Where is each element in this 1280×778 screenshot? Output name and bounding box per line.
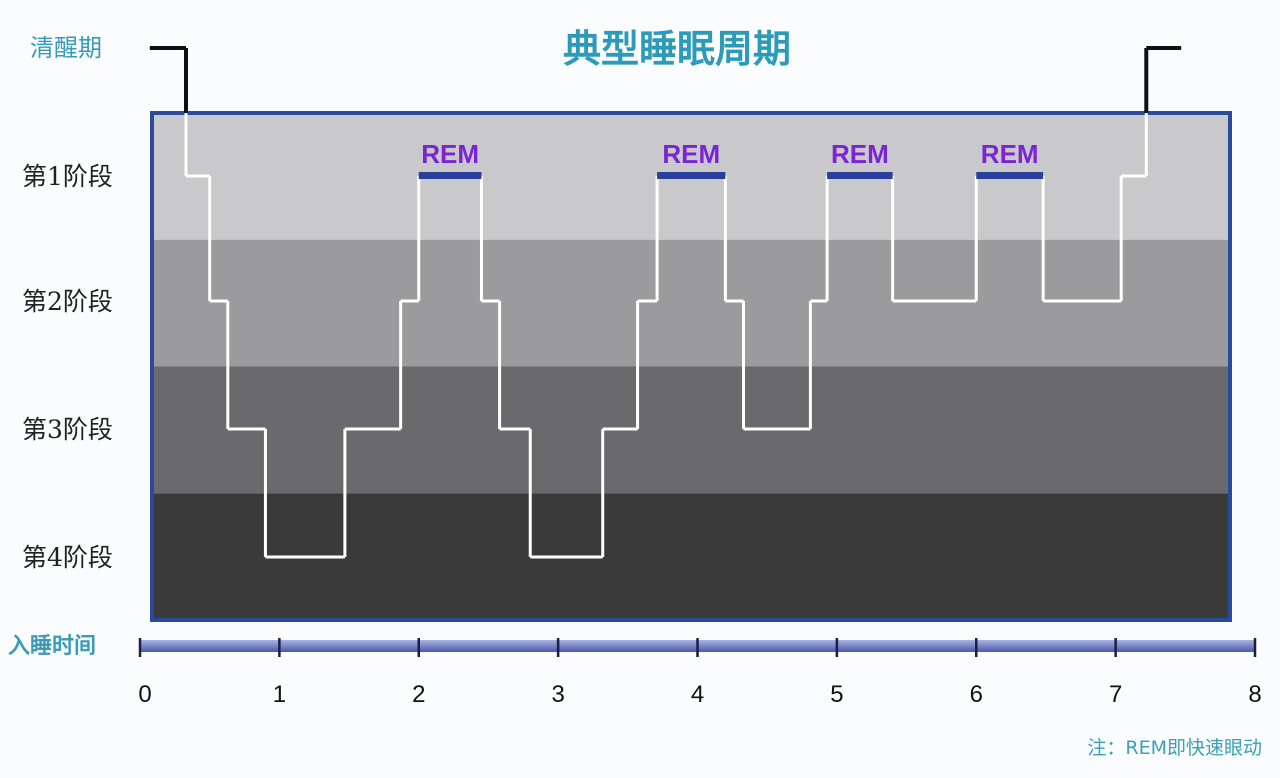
- x-tick-label: 1: [273, 681, 286, 708]
- y-label-stage-3: 第3阶段: [22, 415, 113, 444]
- chart-title: 典型睡眠周期: [563, 27, 791, 71]
- rem-label: REM: [421, 139, 479, 169]
- stage-bands: [150, 111, 1232, 622]
- x-tick-label: 4: [691, 681, 704, 708]
- x-tick-label: 8: [1248, 681, 1261, 708]
- rem-bar: [827, 172, 893, 179]
- stage-band-3: [152, 366, 1230, 494]
- footnote: 注：REM即快速眼动: [1087, 737, 1262, 759]
- x-tick-label: 3: [551, 681, 564, 708]
- rem-bar: [976, 172, 1044, 179]
- rem-label: REM: [981, 139, 1039, 169]
- y-label-stage-1: 第1阶段: [22, 162, 113, 191]
- rem-label: REM: [831, 139, 889, 169]
- x-tick-label: 7: [1109, 681, 1122, 708]
- x-tick-label: 0: [138, 681, 151, 708]
- y-label-wake: 清醒期: [30, 34, 102, 62]
- rem-bar: [418, 172, 482, 179]
- x-tick-label: 6: [970, 681, 983, 708]
- stage-band-2: [152, 239, 1230, 367]
- x-axis-title: 入睡时间: [8, 634, 96, 659]
- y-label-stage-2: 第2阶段: [22, 287, 113, 316]
- rem-label: REM: [662, 139, 720, 169]
- x-tick-label: 2: [412, 681, 425, 708]
- rem-markers: REM REM REM REM: [418, 139, 1044, 179]
- x-tick-label: 5: [830, 681, 843, 708]
- y-label-stage-4: 第4阶段: [22, 543, 113, 572]
- rem-bar: [657, 172, 726, 179]
- x-axis: 0 1 2 3 4 5 6 7 8: [138, 638, 1262, 708]
- chart-frame: [150, 111, 1232, 622]
